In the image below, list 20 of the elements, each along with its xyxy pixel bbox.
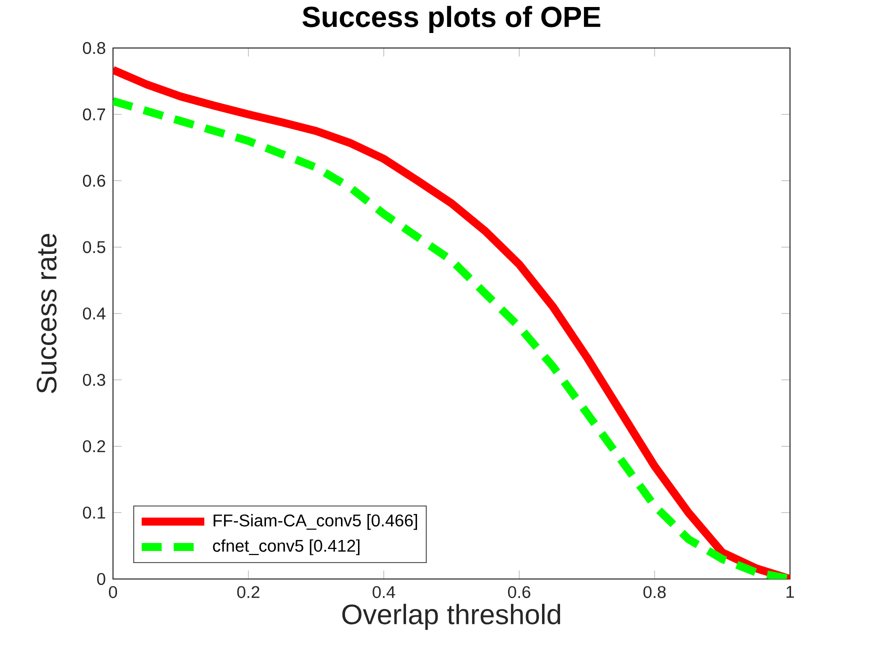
legend-label: cfnet_conv5 [0.412] (213, 539, 360, 556)
y-tick-label: 0.1 (82, 506, 106, 519)
y-tick-label: 0.5 (82, 241, 106, 254)
y-axis-title: Success rate (36, 234, 57, 394)
y-tick-label: 0 (97, 572, 106, 585)
x-tick-label: 0.4 (372, 586, 396, 598)
x-tick-label: 0.6 (508, 586, 530, 598)
chart-title: Success plots of OPE (302, 6, 600, 33)
x-axis-title: Overlap threshold (342, 604, 560, 630)
y-tick-label: 0.2 (82, 440, 106, 452)
y-tick-label: 0.4 (82, 307, 106, 320)
x-tick-label: 0.8 (643, 586, 666, 598)
legend-label: FF-Siam-CA_conv5 [0.466] (214, 514, 418, 530)
y-tick-label: 0.3 (82, 374, 106, 386)
y-tick-label: 0.8 (82, 42, 106, 54)
y-tick-label: 0.6 (82, 174, 106, 187)
y-tick-label: 0.7 (82, 108, 106, 120)
x-tick-label: 1 (786, 586, 794, 598)
x-tick-label: 0.2 (237, 586, 260, 598)
x-tick-label: 0 (108, 586, 118, 598)
